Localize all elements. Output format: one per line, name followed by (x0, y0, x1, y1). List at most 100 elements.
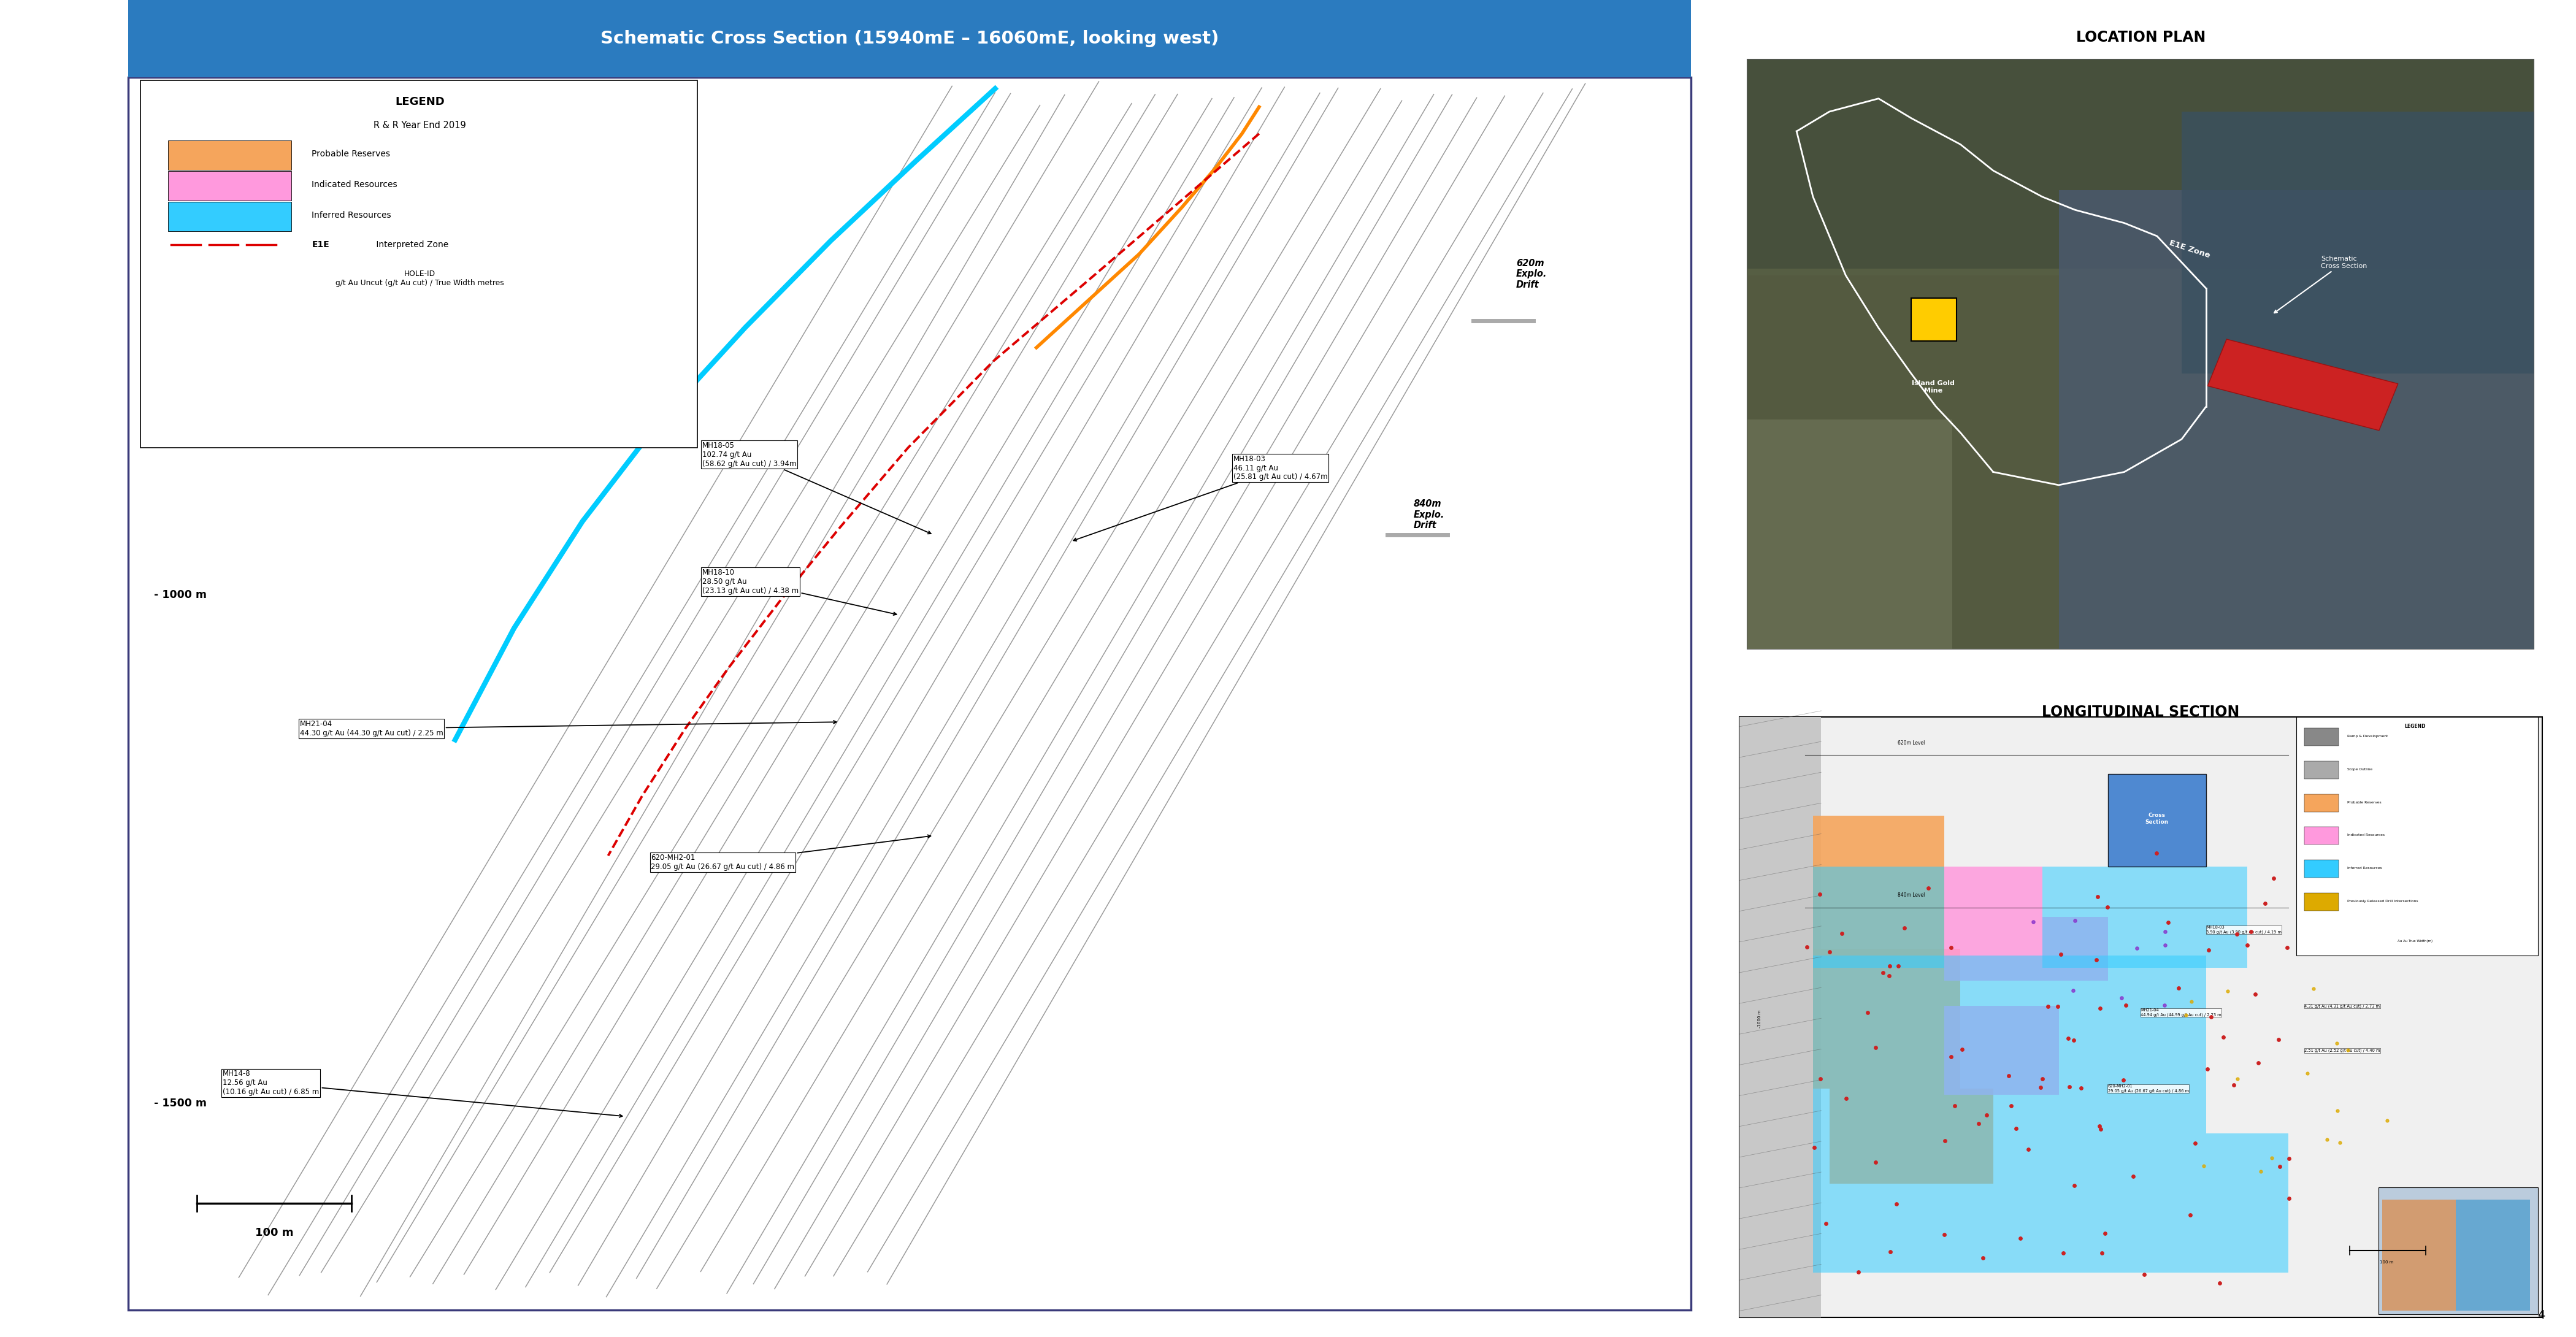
Point (2143, 995, 2184, 1016)
Bar (2295, 717, 2537, 955)
Point (1839, 1261, 1880, 1282)
Point (2056, 909, 2097, 931)
Point (2148, 912, 2190, 933)
Text: Probable Reserves: Probable Reserves (2347, 801, 2380, 804)
Point (2040, 944, 2081, 965)
Point (1924, 1225, 1965, 1246)
Point (2269, 1148, 2311, 1170)
Text: E1E Zone: E1E Zone (2169, 239, 2210, 259)
Point (2076, 886, 2117, 908)
Point (2115, 937, 2156, 959)
Point (2146, 935, 2187, 956)
Point (1808, 941, 1850, 963)
Point (1875, 1193, 1917, 1214)
Point (2048, 1028, 2089, 1050)
Point (1878, 955, 1919, 976)
Bar (1911, 298, 1955, 341)
Bar (1747, 420, 1953, 648)
Point (2022, 1068, 2063, 1090)
Point (2231, 921, 2272, 943)
Text: 4: 4 (2537, 1309, 2545, 1321)
Bar (2306, 727, 2339, 746)
Point (1855, 1151, 1896, 1173)
Text: Ramp & Development: Ramp & Development (2347, 734, 2388, 738)
Point (2027, 996, 2069, 1017)
Point (2053, 980, 2094, 1001)
Point (2172, 991, 2213, 1012)
Point (2079, 1115, 2120, 1136)
Point (2102, 988, 2143, 1009)
Point (2102, 1070, 2143, 1091)
Point (2287, 1063, 2329, 1084)
Text: LONGITUDINAL SECTION: LONGITUDINAL SECTION (2043, 705, 2239, 719)
Text: Schematic
Cross Section: Schematic Cross Section (2275, 255, 2367, 313)
Text: MH18-03
3.90 g/t Au (3.90 g/t Au cut) / 4.19 m: MH18-03 3.90 g/t Au (3.90 g/t Au cut) / … (2205, 925, 2282, 935)
Point (2329, 1039, 2370, 1060)
Point (2184, 1155, 2226, 1177)
Point (1821, 923, 1862, 944)
Point (1793, 1136, 1834, 1158)
Point (2259, 1029, 2300, 1051)
Text: - 1500 m: - 1500 m (155, 1098, 206, 1108)
Point (1991, 1095, 2032, 1116)
Point (1999, 1227, 2040, 1249)
Point (2076, 949, 2117, 971)
Bar (1814, 866, 1945, 968)
Point (2254, 868, 2295, 889)
Text: 620-MH2-01
29.05 g/t Au (26.67 g/t Au cut) / 4.86 m: 620-MH2-01 29.05 g/t Au (26.67 g/t Au cu… (652, 834, 930, 870)
Text: HOLE-ID
g/t Au Uncut (g/t Au cut) / True Width metres: HOLE-ID g/t Au Uncut (g/t Au cut) / True… (335, 270, 505, 287)
Point (2239, 1052, 2280, 1074)
Bar (1747, 269, 2535, 648)
Point (2105, 995, 2146, 1016)
Bar (2058, 190, 2535, 648)
Bar (2306, 893, 2339, 910)
Point (2316, 1032, 2357, 1054)
Point (2169, 1205, 2210, 1226)
Point (2136, 842, 2177, 864)
Bar (2306, 828, 2339, 845)
Text: Interpreted Zone: Interpreted Zone (374, 241, 448, 249)
Text: MH21-04
44.30 g/t Au (44.30 g/t Au cut) / 2.25 m: MH21-04 44.30 g/t Au (44.30 g/t Au cut) … (299, 721, 837, 737)
Point (1801, 1068, 1842, 1090)
Text: MH18-05
102.74 g/t Au
(58.62 g/t Au cut) / 3.94m: MH18-05 102.74 g/t Au (58.62 g/t Au cut)… (703, 441, 930, 533)
Bar (142, 80, 698, 448)
Bar (129, 0, 1690, 78)
Point (2367, 1110, 2409, 1131)
Point (2020, 1076, 2061, 1098)
Point (2123, 1263, 2164, 1285)
Point (1935, 1095, 1976, 1116)
Point (2084, 1222, 2125, 1243)
Point (2012, 910, 2053, 932)
Bar (167, 140, 291, 170)
Text: 620m
Explo.
Drift: 620m Explo. Drift (1517, 259, 1548, 289)
Point (2079, 997, 2120, 1019)
Point (2159, 977, 2200, 999)
Point (1906, 877, 1947, 898)
Point (2316, 1100, 2357, 1122)
Point (1996, 1118, 2038, 1139)
Text: MH14-8
12.56 g/t Au
(10.16 g/t Au cut) / 6.85 m: MH14-8 12.56 g/t Au (10.16 g/t Au cut) /… (222, 1070, 623, 1118)
Text: LEGEND: LEGEND (2403, 723, 2427, 729)
Point (1806, 1213, 1847, 1234)
Bar (1945, 866, 2043, 981)
Point (2208, 980, 2249, 1001)
Point (2187, 939, 2228, 960)
Point (1965, 1104, 2007, 1126)
Point (2061, 1078, 2102, 1099)
Point (2213, 1075, 2254, 1096)
Text: Indicated Resources: Indicated Resources (312, 180, 397, 189)
Bar (2208, 340, 2398, 431)
Point (2053, 1029, 2094, 1051)
Bar (2107, 774, 2205, 866)
Point (2269, 1187, 2311, 1209)
Text: MH18-03
46.11 g/t Au
(25.81 g/t Au cut) / 4.67m: MH18-03 46.11 g/t Au (25.81 g/t Au cut) … (1074, 455, 1327, 541)
Point (2087, 897, 2128, 919)
Text: LOCATION PLAN: LOCATION PLAN (2076, 29, 2205, 44)
Point (1855, 1038, 1896, 1059)
Bar (1945, 1005, 2058, 1095)
Text: MH21-04
44.94 g/t Au (44.99 g/t Au cut) / 2.23 m: MH21-04 44.94 g/t Au (44.99 g/t Au cut) … (2141, 1008, 2221, 1016)
Text: - 1000 m: - 1000 m (155, 590, 206, 600)
Text: 100 m: 100 m (2380, 1259, 2393, 1263)
Point (1868, 965, 1909, 987)
Point (2187, 1059, 2228, 1080)
